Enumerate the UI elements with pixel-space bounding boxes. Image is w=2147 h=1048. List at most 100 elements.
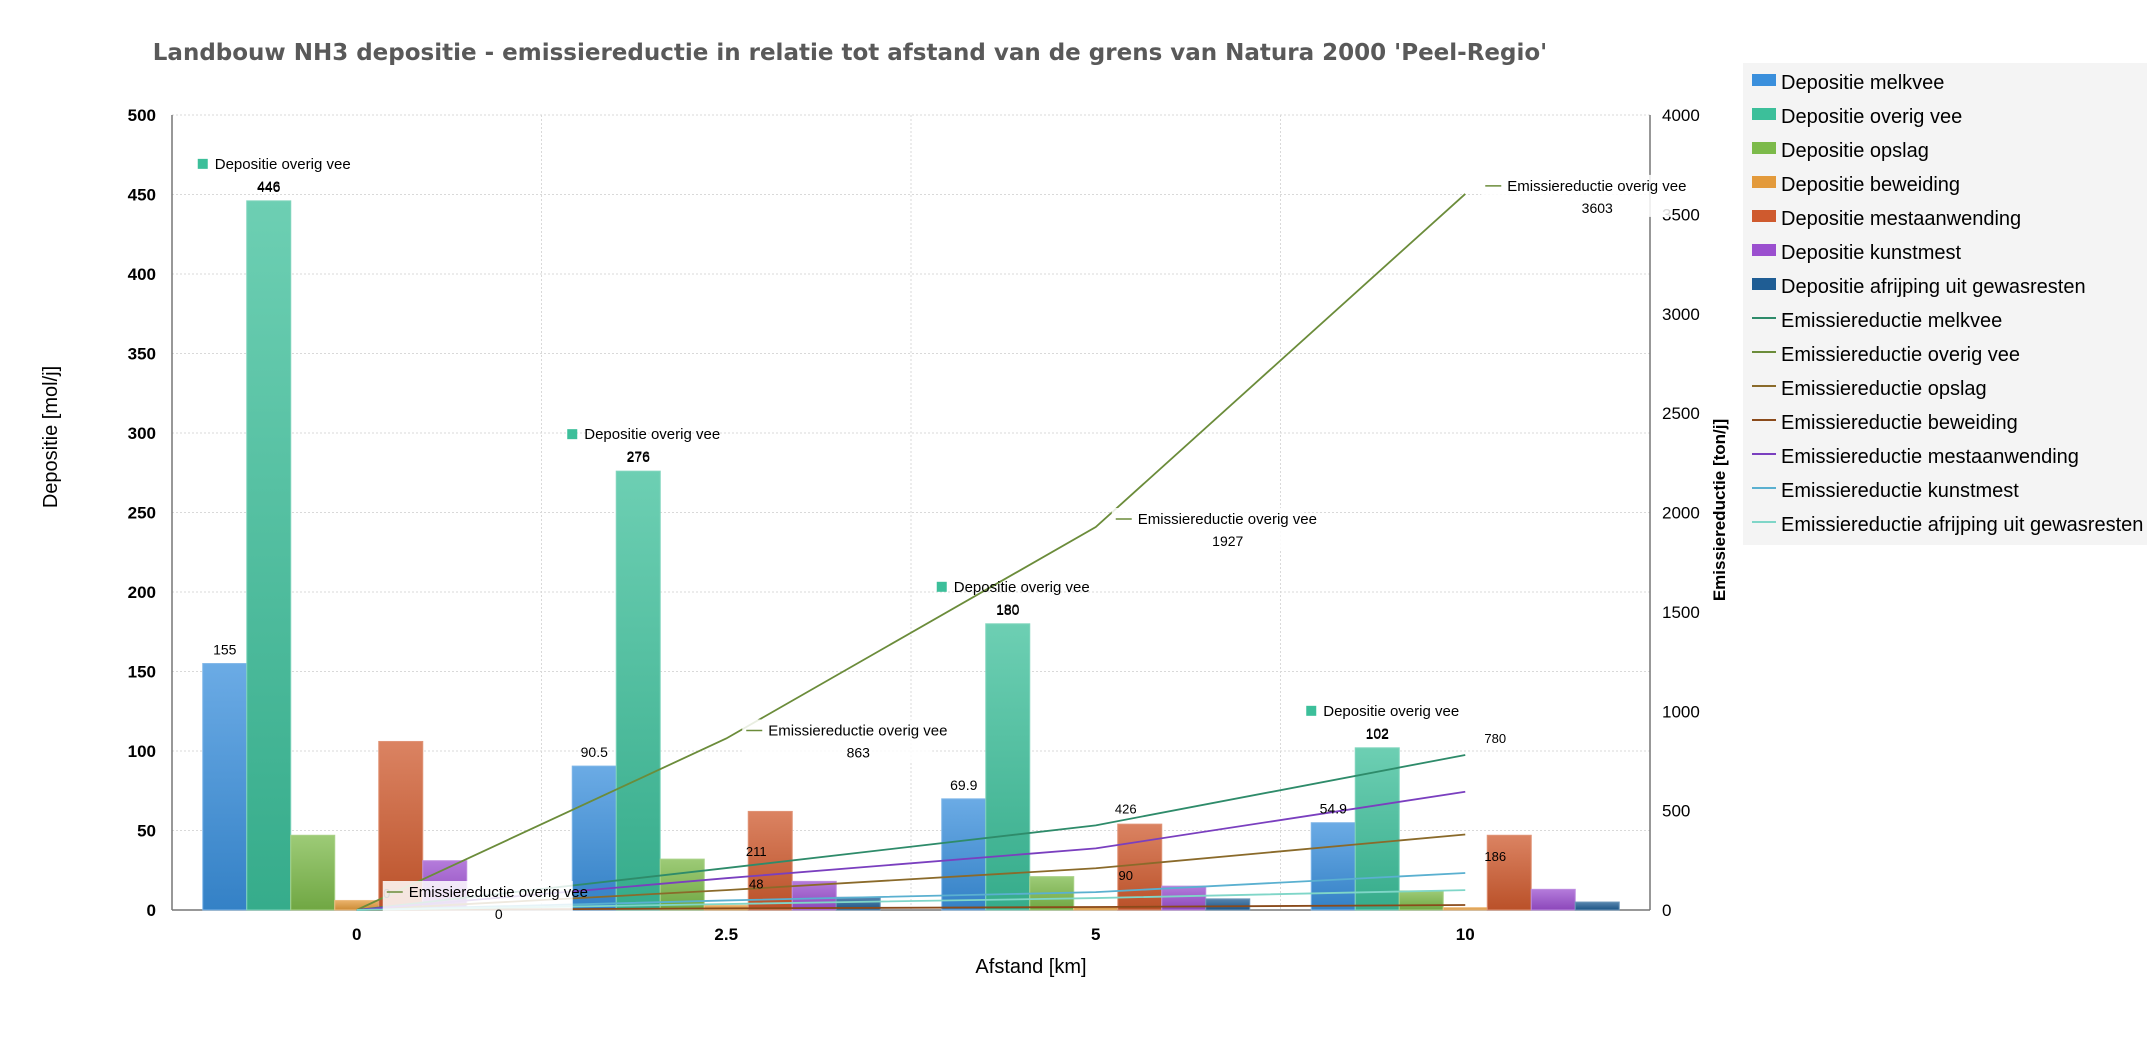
callout-box [382, 881, 573, 923]
y-tick-label: 50 [137, 822, 156, 841]
legend-swatch [1752, 210, 1776, 222]
bar [1530, 888, 1576, 911]
series-line [356, 193, 1466, 911]
callout-value: 0 [495, 906, 503, 922]
legend-item: Depositie kunstmest [1781, 242, 1962, 264]
callout-series-name: Depositie overig vee [215, 156, 351, 173]
y-tick-label: 200 [128, 583, 156, 602]
x-tick-label: 0 [352, 925, 361, 944]
legend-item: Emissiereductie kunstmest [1781, 480, 2019, 502]
x-axis-title: Afstand [km] [975, 956, 1086, 978]
data-labels: 155 90.5 69.9 54.9 446 276 180 102 211 426 780 48 90… [213, 179, 1506, 901]
bar [1486, 834, 1532, 911]
legend-item: Emissiereductie mestaanwending [1781, 446, 2079, 468]
callout-series-name: Depositie overig vee [584, 426, 720, 443]
callout-value: 446 [257, 178, 281, 194]
legend-item: Depositie melkvee [1781, 72, 1944, 94]
bar [1398, 890, 1444, 911]
y2-tick-label: 1500 [1662, 603, 1700, 622]
callout-value: 180 [996, 601, 1020, 617]
legend-item: Depositie opslag [1781, 140, 1929, 162]
callout-series-name: Emissiereductie overig vee [409, 884, 588, 901]
line-data-label: 48 [749, 876, 763, 891]
legend-swatch [1752, 244, 1776, 256]
callout-marker [936, 581, 947, 592]
legend-item: Emissiereductie melkvee [1781, 310, 2002, 332]
bar [290, 834, 336, 911]
bar [1442, 907, 1488, 911]
bar-data-label: 69.9 [950, 777, 977, 793]
bar [1161, 885, 1207, 911]
legend-swatch [1752, 108, 1776, 120]
legend-swatch [1752, 278, 1776, 290]
bar-data-label: 155 [213, 642, 237, 658]
bar-data-label: 180 [996, 602, 1020, 618]
y-ticks-right: 0 500 1000 1500 2000 2500 3000 3500 4000 [1662, 106, 1700, 920]
legend-item: Emissiereductie overig vee [1781, 344, 2020, 366]
bars [202, 200, 1620, 911]
callout-value: 276 [627, 448, 651, 464]
y2-tick-label: 1000 [1662, 702, 1700, 721]
legend-item: Emissiereductie beweiding [1781, 412, 2018, 434]
callout-series-name: Depositie overig vee [1323, 703, 1459, 720]
callout-marker [197, 158, 208, 169]
bar [1574, 901, 1620, 911]
x-ticks: 0 2.5 5 10 [352, 925, 1475, 944]
bar [202, 663, 248, 911]
callout-series-name: Emissiereductie overig vee [768, 722, 947, 739]
y-axis-title: Depositie [mol/j] [40, 366, 62, 508]
chart-title: Landbouw NH3 depositie - emissiereductie… [153, 40, 1547, 66]
line-data-label: 426 [1115, 801, 1137, 816]
callout-marker [567, 429, 578, 440]
legend-swatch [1752, 142, 1776, 154]
line-data-label: 186 [1484, 849, 1506, 864]
y-tick-label: 500 [128, 106, 156, 125]
bar [941, 798, 987, 911]
callout-value: 102 [1366, 725, 1390, 741]
bar [571, 765, 617, 911]
callout-box [1481, 174, 1672, 217]
bar [1117, 823, 1163, 911]
y-tick-label: 0 [147, 901, 156, 920]
line-data-label: 211 [746, 844, 767, 859]
y2-tick-label: 4000 [1662, 106, 1700, 125]
legend-item: Depositie afrijping uit gewasresten [1781, 276, 2086, 298]
bar [615, 470, 661, 911]
x-tick-label: 2.5 [714, 925, 738, 944]
bar-data-label: 54.9 [1320, 801, 1347, 817]
bar-data-label: 102 [1366, 726, 1390, 742]
y2-tick-label: 3000 [1662, 305, 1700, 324]
y2-tick-label: 2000 [1662, 504, 1700, 523]
legend-item: Depositie mestaanwending [1781, 208, 2021, 230]
x-tick-label: 10 [1456, 925, 1475, 944]
y-tick-label: 300 [128, 424, 156, 443]
legend-item: Emissiereductie afrijping uit gewasreste… [1781, 514, 2143, 536]
y-tick-label: 450 [128, 186, 156, 205]
callout-series-name: Emissiereductie overig vee [1138, 511, 1317, 528]
y-tick-label: 100 [128, 742, 156, 761]
y-tick-label: 350 [128, 345, 156, 364]
bar-data-label: 446 [257, 179, 281, 195]
y2-axis-title: Emissiereductie [ton/j] [1710, 419, 1729, 601]
bar [985, 623, 1031, 911]
bar [1310, 822, 1356, 911]
callout-box [1111, 508, 1302, 551]
y-tick-label: 150 [128, 663, 156, 682]
callouts: Depositie overig vee 446 Depositie overig … [197, 156, 1687, 923]
y-tick-label: 400 [128, 265, 156, 284]
line-data-label: 90 [1119, 868, 1133, 883]
legend: Depositie melkvee Depositie overig vee Dep… [1743, 63, 2147, 545]
y2-tick-label: 500 [1662, 802, 1690, 821]
bar [246, 200, 292, 911]
callout-series-name: Depositie overig vee [954, 579, 1090, 596]
line-data-label: 780 [1484, 731, 1506, 746]
bar-data-label: 90.5 [581, 744, 608, 760]
callout-value: 863 [847, 744, 871, 760]
y2-tick-label: 3500 [1662, 205, 1700, 224]
callout-series-name: Emissiereductie overig vee [1507, 178, 1686, 195]
bar [1205, 898, 1251, 911]
y2-tick-label: 2500 [1662, 404, 1700, 423]
legend-item: Depositie overig vee [1781, 106, 1962, 128]
legend-swatch [1752, 176, 1776, 188]
